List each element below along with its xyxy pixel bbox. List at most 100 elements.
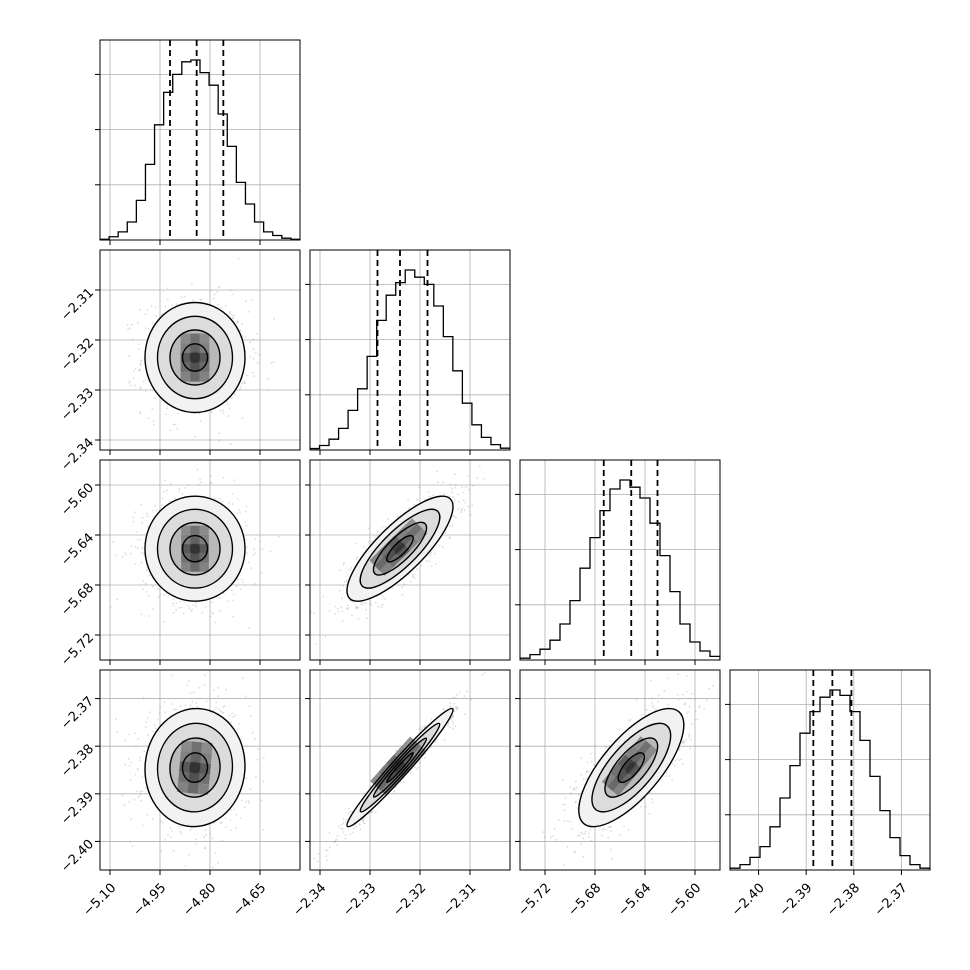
scatter-point [245, 336, 247, 339]
scatter-point [159, 820, 162, 823]
scatter-point [657, 694, 660, 697]
scatter-point [222, 476, 225, 479]
scatter-point [170, 674, 173, 677]
density-contours [144, 707, 246, 828]
scatter-point [441, 546, 444, 548]
scatter-point [164, 838, 167, 841]
scatter-point [317, 860, 319, 863]
panel-frame [519, 459, 721, 661]
density-block [391, 540, 406, 554]
scatter-point [219, 409, 222, 412]
scatter-point [334, 840, 337, 843]
scatter-point [452, 713, 454, 716]
density-block [380, 781, 395, 796]
contour-line-3 [181, 343, 209, 372]
scatter-point [153, 423, 155, 426]
scatter-point [353, 824, 356, 827]
scatter-point [365, 602, 368, 605]
scatter-point [236, 320, 239, 322]
scatter-point [401, 593, 404, 596]
scatter-point [363, 602, 365, 604]
scatter-point [231, 493, 234, 495]
histogram-panel-0 [95, 39, 301, 245]
scatter-point [384, 597, 386, 600]
density-block [402, 736, 416, 751]
scatter-point [483, 672, 486, 674]
scatter-point [169, 827, 172, 830]
scatter-point [178, 826, 181, 828]
scatter-point [190, 610, 193, 612]
scatter-point [198, 484, 201, 486]
scatter-point [148, 615, 151, 617]
scatter-point [478, 465, 481, 468]
scatter-point [243, 806, 246, 808]
density-block [396, 545, 411, 559]
scatter-point [226, 400, 228, 403]
scatter-point [233, 808, 236, 811]
scatter-point [134, 384, 137, 387]
scatter-point [350, 567, 353, 569]
density-block [199, 525, 209, 535]
scatter-point [222, 412, 225, 414]
scatter-point [210, 411, 213, 414]
scatter-point [209, 615, 212, 618]
scatter-point [148, 574, 151, 577]
scatter-point [171, 602, 174, 605]
scatter-point [362, 819, 365, 822]
scatter-point [253, 375, 255, 378]
scatter-point [156, 718, 159, 721]
scatter-point [139, 538, 142, 541]
scatter-point [136, 790, 138, 792]
scatter-point [348, 599, 351, 602]
joint-panel-3-0 [95, 669, 301, 875]
scatter-point [411, 573, 414, 576]
scatter-point [172, 604, 175, 607]
scatter-point [155, 509, 158, 512]
density-block [412, 746, 427, 760]
scatter-point [260, 799, 263, 802]
scatter-point [250, 567, 252, 569]
scatter-point [454, 696, 457, 699]
scatter-point [245, 777, 248, 779]
scatter-point [245, 505, 248, 508]
scatter-point [176, 412, 179, 415]
scatter-point [366, 617, 368, 620]
scatter-point [262, 756, 265, 759]
joint-content [313, 672, 486, 863]
scatter-point [401, 586, 403, 589]
scatter-point [139, 368, 141, 371]
scatter-point [356, 607, 358, 609]
scatter-point [217, 695, 220, 698]
scatter-point [190, 827, 193, 830]
scatter-point [351, 614, 353, 617]
scatter-point [175, 602, 178, 604]
scatter-point [123, 804, 126, 807]
scatter-point [221, 839, 224, 842]
scatter-point [334, 605, 337, 608]
scatter-point [574, 851, 577, 854]
scatter-point [448, 536, 451, 539]
scatter-point [196, 468, 199, 471]
scatter-point [200, 298, 203, 301]
joint-content [126, 257, 275, 446]
scatter-point [229, 819, 232, 821]
scatter-point [137, 322, 139, 324]
scatter-point [213, 293, 216, 296]
scatter-point [146, 569, 148, 571]
scatter-point [251, 731, 254, 734]
scatter-point [239, 817, 242, 819]
scatter-point [246, 546, 248, 548]
scatter-point [215, 707, 218, 709]
scatter-point [452, 715, 454, 717]
scatter-point [147, 717, 149, 719]
scatter-point [427, 491, 430, 494]
scatter-point [230, 289, 232, 292]
scatter-point [163, 490, 165, 493]
scatter-point [254, 538, 257, 541]
scatter-point [193, 691, 195, 694]
scatter-point [683, 740, 685, 743]
scatter-point [278, 536, 280, 538]
scatter-point [355, 558, 358, 560]
scatter-point [131, 845, 134, 848]
scatter-point [218, 432, 221, 435]
